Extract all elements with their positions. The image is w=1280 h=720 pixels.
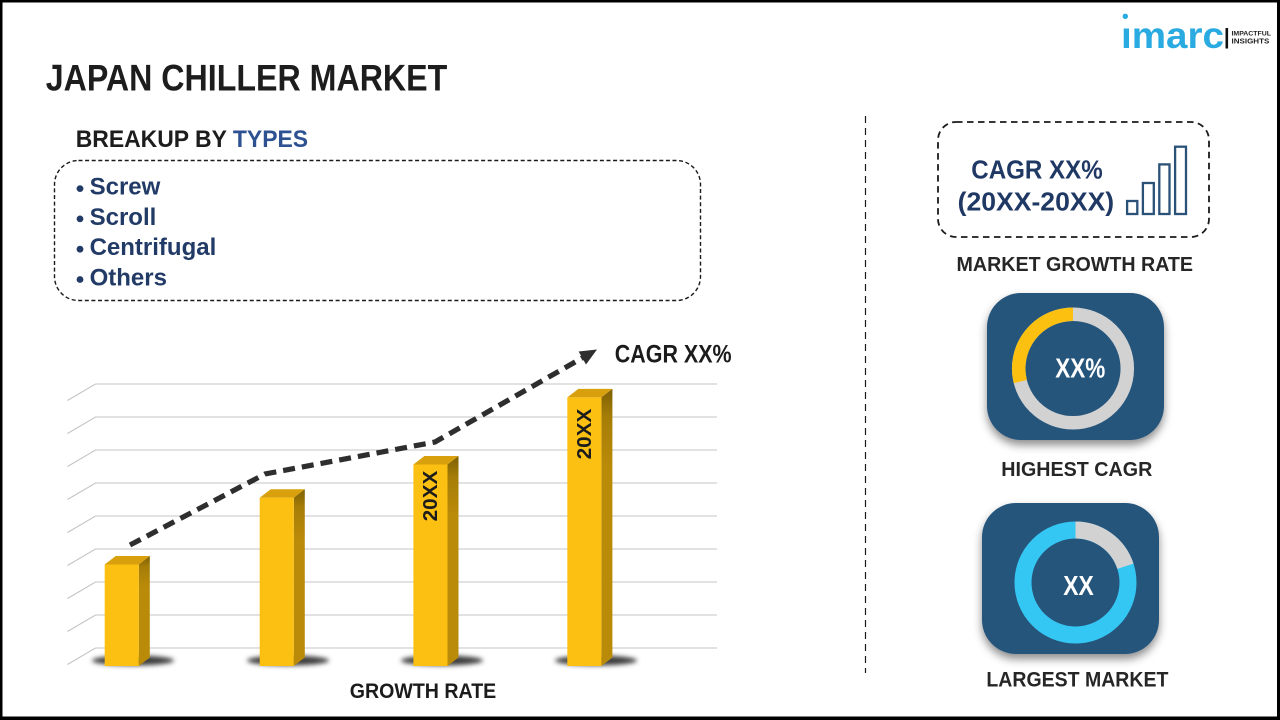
svg-text:Others: Others — [90, 264, 167, 291]
svg-text:Centrifugal: Centrifugal — [90, 234, 217, 261]
svg-text:CAGR XX%: CAGR XX% — [615, 341, 732, 368]
svg-text:IMPACTFUL: IMPACTFUL — [1232, 31, 1272, 38]
svg-text:CAGR XX%: CAGR XX% — [971, 154, 1103, 184]
svg-text:(20XX-20XX): (20XX-20XX) — [958, 188, 1115, 216]
svg-text:Scroll: Scroll — [90, 204, 157, 231]
svg-text:LARGEST MARKET: LARGEST MARKET — [986, 667, 1168, 691]
svg-text:HIGHEST CAGR: HIGHEST CAGR — [1001, 459, 1153, 481]
svg-text:Screw: Screw — [90, 174, 161, 201]
svg-text:20XX: 20XX — [573, 408, 596, 459]
svg-text:MARKET GROWTH RATE: MARKET GROWTH RATE — [957, 254, 1194, 276]
svg-text:JAPAN CHILLER MARKET: JAPAN CHILLER MARKET — [46, 57, 448, 98]
svg-text:ımarc: ımarc — [1121, 15, 1224, 56]
svg-text:XX: XX — [1063, 570, 1094, 601]
svg-text:INSIGHTS: INSIGHTS — [1232, 39, 1270, 46]
svg-text:GROWTH RATE: GROWTH RATE — [350, 679, 497, 703]
svg-text:BREAKUP BY TYPES: BREAKUP BY TYPES — [76, 126, 308, 153]
svg-text:20XX: 20XX — [419, 470, 442, 521]
svg-text:XX%: XX% — [1055, 352, 1105, 383]
